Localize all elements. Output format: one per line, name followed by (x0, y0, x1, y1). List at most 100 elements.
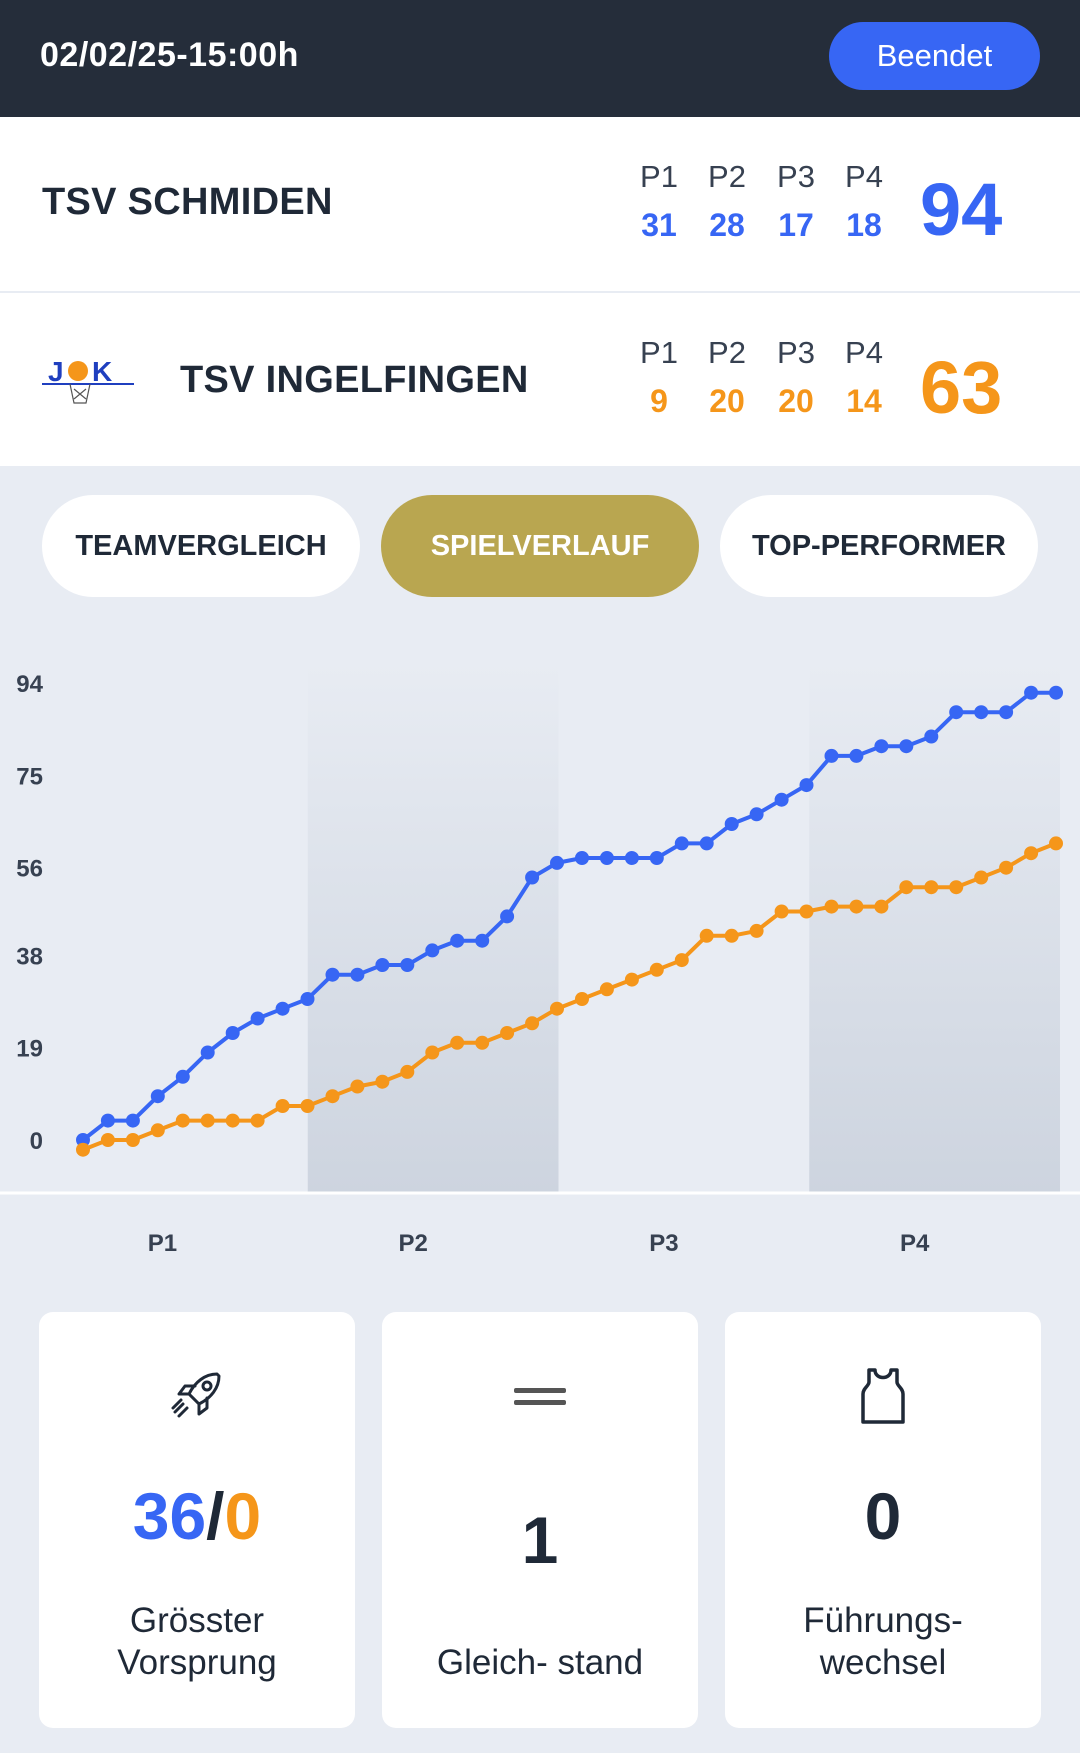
series-0-point (76, 1133, 90, 1147)
tab-top-performer[interactable]: TOP-PERFORMER (720, 495, 1038, 597)
period-label: P4 (845, 335, 883, 370)
largest-lead-away: 0 (224, 1479, 262, 1553)
home-period-3: P3 17 (766, 159, 826, 244)
y-tick-label: 38 (16, 943, 43, 970)
series-1-point (575, 992, 589, 1006)
series-1-point (774, 904, 789, 919)
largest-lead-label: Grösster Vorsprung (59, 1600, 335, 1684)
series-0-point (325, 967, 340, 982)
period-score: 31 (641, 207, 677, 243)
game-datetime: 02/02/25-15:00h (40, 36, 299, 74)
home-period-1: P1 31 (629, 159, 689, 244)
series-0-point (949, 705, 964, 720)
period-score: 20 (709, 383, 745, 419)
series-0-point (699, 836, 714, 851)
period-label: P2 (708, 335, 746, 370)
series-0-point (500, 909, 515, 924)
series-1-point (724, 928, 739, 943)
series-0-point (824, 748, 839, 763)
series-1-point (250, 1113, 265, 1128)
stat-card-lead-changes: 0 Führungs- wechsel (725, 1312, 1041, 1728)
away-team-name: TSV INGELFINGEN (180, 359, 529, 401)
period-score: 14 (846, 383, 882, 419)
period-score: 9 (650, 383, 668, 419)
away-period-2: P2 20 (697, 335, 757, 420)
series-0-point (200, 1045, 215, 1060)
home-team-name: TSV SCHMIDEN (42, 181, 333, 223)
rocket-icon (171, 1372, 221, 1418)
series-1-point (924, 880, 939, 895)
game-flow-chart: 0 19 38 56 75 94 P1 P2 P3 P4 (0, 660, 1080, 1257)
y-tick-label: 0 (30, 1128, 43, 1155)
lead-changes-value: 0 (864, 1479, 902, 1553)
period-score: 20 (778, 383, 814, 419)
series-1-point (175, 1113, 190, 1128)
series-1-point (150, 1123, 165, 1138)
series-0-point (125, 1113, 140, 1128)
tab-teamvergleich[interactable]: TEAMVERGLEICH (42, 495, 360, 597)
series-1-point (275, 1099, 290, 1113)
series-0-point (375, 958, 390, 972)
series-1-point (125, 1133, 140, 1147)
series-line-1 (82, 841, 1057, 1152)
series-1-point (824, 899, 839, 914)
period-band-4 (809, 660, 1060, 1193)
series-1-point (375, 1074, 390, 1089)
series-1-point (200, 1113, 215, 1128)
series-0-point (575, 851, 589, 865)
stat-card-ties: 1 Gleich- stand (382, 1312, 698, 1728)
series-0-point (275, 1001, 290, 1016)
period-label: P4 (845, 159, 883, 194)
series-1-point (624, 972, 639, 987)
label-line-2: Vorsprung (117, 1643, 277, 1682)
team-row-away: J K TSV INGELFINGEN P1 9 P2 20 P3 20 P4 … (0, 293, 1080, 466)
series-0-point (774, 792, 789, 807)
label-line-2: wechsel (819, 1643, 947, 1682)
series-1-point (1049, 836, 1063, 851)
ties-label: Gleich- stand (436, 1643, 644, 1682)
x-period-label: P3 (649, 1230, 678, 1257)
series-1-point (1024, 846, 1039, 861)
logo-letter-k: K (92, 356, 112, 387)
series-0-point (999, 705, 1014, 720)
period-band-2 (307, 660, 559, 1193)
largest-lead-separator: / (206, 1479, 225, 1553)
series-0-point (300, 992, 315, 1006)
series-0-point (175, 1069, 190, 1084)
series-0-point (874, 739, 889, 754)
home-period-2: P2 28 (697, 159, 757, 244)
home-total-score: 94 (920, 168, 1003, 251)
series-1-point (76, 1142, 90, 1157)
series-1-point (475, 1035, 490, 1050)
series-0-point (525, 870, 540, 885)
away-period-3: P3 20 (766, 335, 826, 420)
equals-icon (514, 1388, 566, 1405)
period-score: 18 (846, 207, 882, 243)
series-0-point (400, 958, 415, 972)
series-0-point (225, 1026, 240, 1040)
series-0-point (924, 729, 939, 744)
series-0-point (624, 851, 639, 865)
y-tick-label: 56 (16, 856, 43, 883)
team-row-home: TSV SCHMIDEN P1 31 P2 28 P3 17 P4 18 94 (0, 117, 1080, 291)
series-1-point (400, 1064, 415, 1079)
series-0-point (450, 933, 465, 948)
away-total-score: 63 (920, 346, 1003, 429)
logo-ball (68, 361, 88, 381)
series-0-point (799, 778, 814, 793)
series-1-point (500, 1026, 515, 1040)
series-1-point (799, 904, 814, 919)
series-0-point (150, 1089, 165, 1104)
period-label: P1 (640, 159, 678, 194)
series-0-point (550, 855, 564, 870)
series-1-point (649, 962, 664, 977)
game-status-button[interactable]: Beendet (829, 22, 1040, 90)
series-1-point (999, 860, 1014, 875)
series-1-point (699, 928, 714, 943)
series-0-point (425, 943, 440, 958)
series-0-point (849, 748, 864, 763)
view-tabs: TEAMVERGLEICH SPIELVERLAUF TOP-PERFORMER (0, 495, 1080, 597)
tab-spielverlauf[interactable]: SPIELVERLAUF (381, 495, 699, 597)
jersey-icon (861, 1368, 905, 1424)
series-0-point (350, 967, 365, 982)
